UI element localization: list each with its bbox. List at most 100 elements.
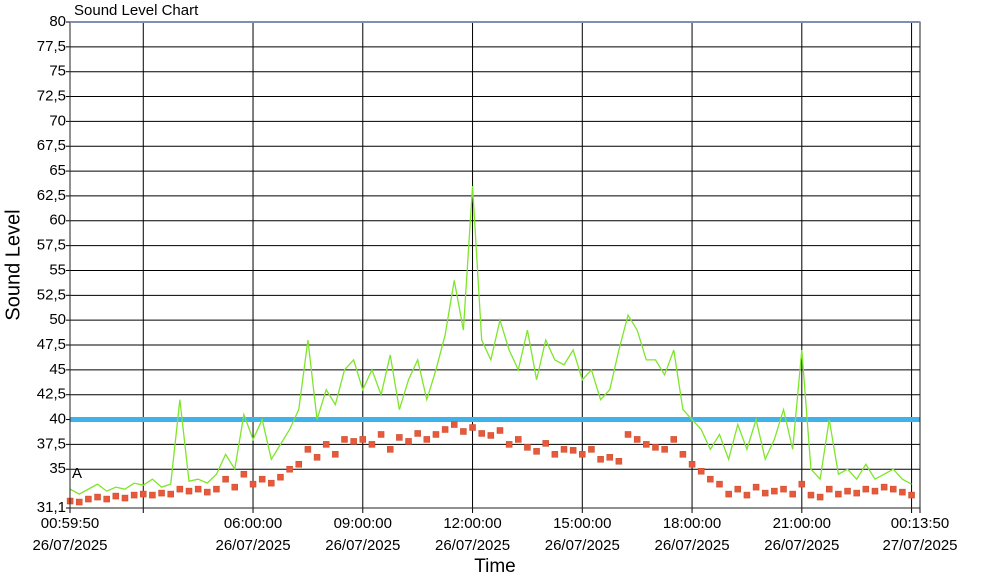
x-tick-label: 26/07/2025	[32, 537, 107, 554]
data-point	[670, 436, 678, 443]
data-point	[560, 446, 568, 453]
x-tick-label: 26/07/2025	[435, 537, 510, 554]
y-tick-label: 42,5	[37, 386, 66, 403]
x-tick-label: 09:00:00	[334, 515, 392, 532]
data-point	[396, 434, 403, 441]
data-point	[268, 479, 275, 487]
data-point	[798, 480, 806, 488]
data-point	[871, 487, 879, 495]
data-point	[835, 490, 842, 498]
data-point	[688, 461, 696, 468]
y-tick-label: 37,5	[37, 435, 66, 452]
x-tick-label: 26/07/2025	[215, 537, 290, 554]
data-point	[341, 436, 348, 443]
data-point	[176, 485, 184, 493]
data-point	[231, 483, 238, 491]
data-point	[94, 493, 101, 501]
data-point	[862, 485, 870, 493]
data-point	[359, 436, 367, 443]
data-point	[313, 454, 321, 461]
data-point	[450, 421, 458, 428]
x-tick-label: 06:00:00	[224, 515, 282, 532]
series-line	[69, 185, 912, 495]
y-tick-label: 31,1	[37, 499, 66, 516]
data-point	[377, 431, 385, 438]
plot-area	[70, 22, 920, 508]
data-point	[112, 492, 120, 500]
data-point	[533, 448, 540, 455]
data-point	[487, 432, 495, 439]
data-point	[524, 444, 531, 451]
x-tick-label: 00:13:50	[891, 515, 949, 532]
data-point	[304, 446, 312, 453]
annotation: A	[72, 465, 82, 482]
data-point	[322, 441, 330, 448]
data-point	[386, 446, 394, 453]
data-point	[469, 424, 476, 431]
data-point	[615, 458, 623, 465]
data-point	[844, 487, 851, 495]
data-point	[332, 451, 339, 458]
data-point	[761, 489, 769, 497]
x-tick-label: 26/07/2025	[764, 537, 839, 554]
data-point	[149, 491, 156, 499]
x-tick-label: 21:00:00	[773, 515, 831, 532]
data-point	[588, 446, 595, 453]
x-tick-label: 18:00:00	[663, 515, 721, 532]
y-tick-label: 47,5	[37, 336, 66, 353]
data-point	[807, 491, 815, 499]
data-point	[414, 430, 421, 437]
y-tick-label: 62,5	[37, 187, 66, 204]
data-point	[496, 427, 504, 434]
y-tick-label: 52,5	[37, 286, 66, 303]
y-tick-label: 57,5	[37, 237, 66, 254]
data-point	[780, 485, 787, 493]
data-point	[350, 438, 357, 445]
data-point	[716, 480, 723, 488]
data-point	[752, 483, 760, 491]
data-point	[697, 467, 705, 475]
data-point	[240, 470, 248, 478]
x-tick-label: 27/07/2025	[882, 537, 957, 554]
data-point	[633, 436, 641, 443]
data-point	[606, 454, 613, 461]
y-tick-label: 60	[49, 212, 66, 229]
data-point	[515, 436, 522, 443]
x-tick-label: 00:59:50	[41, 515, 99, 532]
x-tick-label: 26/07/2025	[325, 537, 400, 554]
data-point	[890, 485, 897, 493]
x-tick-label: 15:00:00	[553, 515, 611, 532]
x-tick-label: 26/07/2025	[655, 537, 730, 554]
data-point	[441, 426, 449, 433]
data-point	[103, 495, 110, 503]
data-point	[204, 488, 211, 496]
data-point	[167, 490, 174, 498]
data-point	[551, 451, 559, 458]
data-point	[368, 441, 376, 448]
y-tick-label: 77,5	[37, 38, 66, 55]
y-tick-label: 67,5	[37, 137, 66, 154]
y-tick-label: 55	[49, 261, 66, 278]
data-point	[771, 487, 778, 495]
y-tick-label: 70	[49, 112, 66, 129]
data-point	[295, 461, 303, 468]
data-point	[460, 428, 467, 435]
y-tick-label: 75	[49, 63, 66, 80]
data-point	[121, 494, 129, 502]
data-point	[222, 475, 229, 483]
data-point	[286, 465, 293, 473]
data-point	[743, 491, 751, 499]
data-point	[213, 485, 220, 493]
data-point	[825, 485, 833, 493]
x-tick-label: 26/07/2025	[545, 537, 620, 554]
data-point	[432, 431, 440, 438]
data-point	[624, 431, 632, 438]
data-point	[734, 485, 742, 493]
data-point	[75, 498, 83, 506]
y-tick-label: 40	[49, 411, 66, 428]
y-tick-label: 45	[49, 361, 66, 378]
data-point	[661, 446, 668, 453]
x-axis-label: Time	[474, 556, 516, 577]
y-axis-label: Sound Level	[2, 209, 24, 320]
